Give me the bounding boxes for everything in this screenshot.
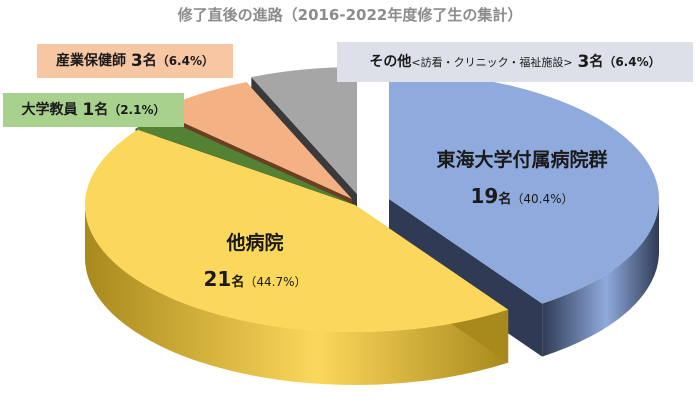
callout-other-count: 3 (577, 51, 590, 72)
callout-other-unit: 名 (589, 54, 604, 70)
slice-label-other-hospital-count: 21 (203, 267, 232, 291)
pie-slice-side-other-hospital (85, 205, 509, 386)
callout-other-percent: （6.4%） (603, 55, 661, 69)
pie-slice-top-university-teacher (135, 115, 353, 204)
callout-university-teacher: 大学教員 1 名（2.1%） (3, 93, 184, 127)
callout-industrial-nurse: 産業保健師 3 名（6.4%） (37, 44, 233, 78)
slice-label-tokai: 東海大学付属病院群 19名（40.4%） (402, 145, 642, 208)
callout-university-teacher-name: 大学教員 (21, 102, 78, 118)
chart-title: 修了直後の進路（2016-2022年度修了生の集計） (177, 6, 523, 24)
slice-label-other-hospital-percent: （44.7%） (244, 275, 307, 289)
pie-slice-top-tokai (389, 72, 659, 304)
pie-slice-side-tokai (542, 199, 659, 357)
callout-other-detail: <訪看・クリニック・福祉施設> (411, 55, 573, 69)
pie-slice-top-other-hospital (84, 129, 509, 333)
callout-other: その他 <訪看・クリニック・福祉施設> 3 名（6.4%） (337, 42, 693, 82)
callout-university-teacher-percent: （2.1%） (108, 103, 166, 117)
callout-university-teacher-count: 1 (82, 99, 95, 120)
slice-label-other-hospital: 他病院 21名（44.7%） (170, 228, 340, 291)
callout-industrial-nurse-unit: 名 (142, 53, 157, 69)
pie-slice-top-other (251, 67, 357, 194)
callout-industrial-nurse-name: 産業保健師 (55, 53, 126, 69)
slice-label-tokai-name: 東海大学付属病院群 (436, 149, 608, 171)
slice-label-tokai-percent: （40.4%） (511, 192, 574, 206)
callout-industrial-nurse-count: 3 (130, 50, 143, 71)
callout-industrial-nurse-percent: （6.4%） (156, 54, 214, 68)
callout-other-name: その他 (369, 54, 412, 70)
slice-label-tokai-unit: 名 (498, 192, 512, 207)
slice-label-tokai-count: 19 (470, 184, 499, 208)
slice-label-other-hospital-unit: 名 (231, 275, 245, 290)
callout-university-teacher-unit: 名 (94, 102, 109, 118)
pie-slice-top-industrial-nurse (157, 82, 352, 199)
slice-label-other-hospital-name: 他病院 (226, 232, 284, 254)
pie-slice-other-hospital (84, 129, 509, 386)
